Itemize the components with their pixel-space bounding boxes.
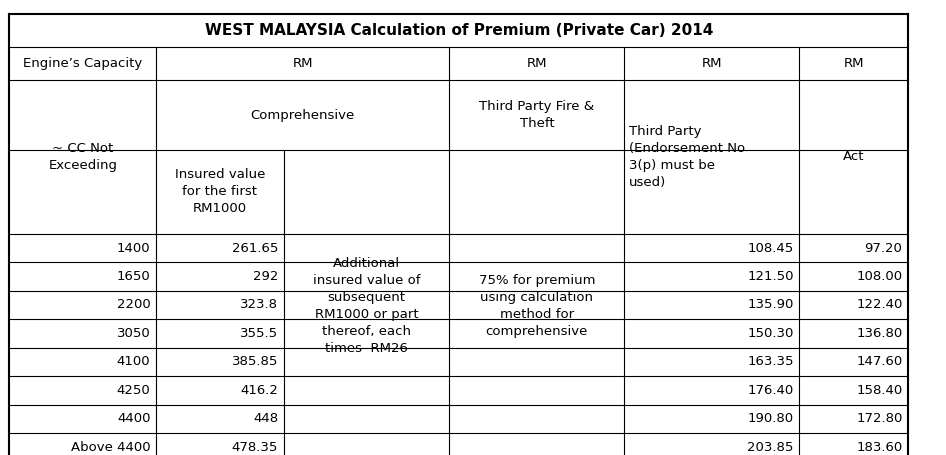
Text: Insured value
for the first
RM1000: Insured value for the first RM1000 <box>175 168 265 216</box>
Text: 292: 292 <box>253 270 278 283</box>
Text: Above 4400: Above 4400 <box>71 441 150 454</box>
Text: 108.45: 108.45 <box>747 242 794 254</box>
Text: 121.50: 121.50 <box>747 270 794 283</box>
Text: 203.85: 203.85 <box>747 441 794 454</box>
Text: 3050: 3050 <box>116 327 150 340</box>
Text: 4100: 4100 <box>116 355 150 369</box>
Text: 1650: 1650 <box>116 270 150 283</box>
Text: Third Party
(Endorsement No
3(p) must be
used): Third Party (Endorsement No 3(p) must be… <box>629 125 745 189</box>
Text: 1400: 1400 <box>116 242 150 254</box>
Text: 150.30: 150.30 <box>747 327 794 340</box>
Text: 122.40: 122.40 <box>856 298 902 312</box>
Text: 2200: 2200 <box>116 298 150 312</box>
Text: RM: RM <box>527 57 547 70</box>
Text: Engine’s Capacity: Engine’s Capacity <box>23 57 143 70</box>
Text: 75% for premium
using calculation
method for
comprehensive: 75% for premium using calculation method… <box>479 274 595 338</box>
Text: Third Party Fire &
Theft: Third Party Fire & Theft <box>480 100 594 130</box>
Text: 4400: 4400 <box>117 412 150 425</box>
Text: 385.85: 385.85 <box>232 355 278 369</box>
Text: RM: RM <box>844 57 864 70</box>
Text: 108.00: 108.00 <box>856 270 902 283</box>
Text: 478.35: 478.35 <box>232 441 278 454</box>
Text: RM: RM <box>702 57 722 70</box>
Text: 135.90: 135.90 <box>747 298 794 312</box>
Text: 448: 448 <box>253 412 278 425</box>
Text: 97.20: 97.20 <box>865 242 902 254</box>
Text: 190.80: 190.80 <box>747 412 794 425</box>
Text: 416.2: 416.2 <box>240 384 278 397</box>
Text: 172.80: 172.80 <box>856 412 902 425</box>
Text: 158.40: 158.40 <box>856 384 902 397</box>
Text: 163.35: 163.35 <box>747 355 794 369</box>
Text: 261.65: 261.65 <box>232 242 278 254</box>
Text: 323.8: 323.8 <box>240 298 278 312</box>
Text: 4250: 4250 <box>116 384 150 397</box>
Text: 147.60: 147.60 <box>856 355 902 369</box>
Text: Act: Act <box>843 151 865 163</box>
Text: 183.60: 183.60 <box>856 441 902 454</box>
Text: WEST MALAYSIA Calculation of Premium (Private Car) 2014: WEST MALAYSIA Calculation of Premium (Pr… <box>204 23 713 38</box>
Text: ~ CC Not
Exceeding: ~ CC Not Exceeding <box>48 142 117 172</box>
Text: Additional
insured value of
subsequent
RM1000 or part
thereof, each
times  RM26: Additional insured value of subsequent R… <box>313 257 420 355</box>
Text: 355.5: 355.5 <box>240 327 278 340</box>
Text: RM: RM <box>292 57 313 70</box>
Text: Comprehensive: Comprehensive <box>251 109 355 121</box>
Text: 136.80: 136.80 <box>856 327 902 340</box>
Text: 176.40: 176.40 <box>747 384 794 397</box>
